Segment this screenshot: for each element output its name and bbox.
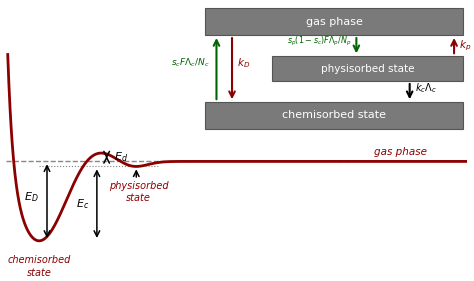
Bar	[205, 8, 463, 35]
Text: $E_D$: $E_D$	[24, 191, 38, 204]
Text: gas phase: gas phase	[374, 147, 427, 157]
Text: chemisorbed state: chemisorbed state	[282, 110, 386, 121]
Text: $k_c\Lambda_c$: $k_c\Lambda_c$	[415, 81, 437, 95]
Text: $E_d$: $E_d$	[114, 150, 128, 164]
Text: $E_c$: $E_c$	[76, 197, 89, 210]
Text: physisorbed
state: physisorbed state	[109, 181, 168, 203]
Text: $k_p$: $k_p$	[459, 38, 472, 53]
Bar	[272, 56, 463, 81]
Text: $s_p(1-s_c)F\Lambda_p/N_p$: $s_p(1-s_c)F\Lambda_p/N_p$	[287, 35, 352, 48]
Text: $k_D$: $k_D$	[237, 56, 251, 70]
Text: $s_cF\Lambda_c/N_c$: $s_cF\Lambda_c/N_c$	[171, 57, 210, 69]
Text: chemisorbed
state: chemisorbed state	[7, 255, 71, 278]
Bar	[205, 102, 463, 129]
Text: gas phase: gas phase	[306, 17, 363, 27]
Text: physisorbed state: physisorbed state	[321, 64, 414, 74]
